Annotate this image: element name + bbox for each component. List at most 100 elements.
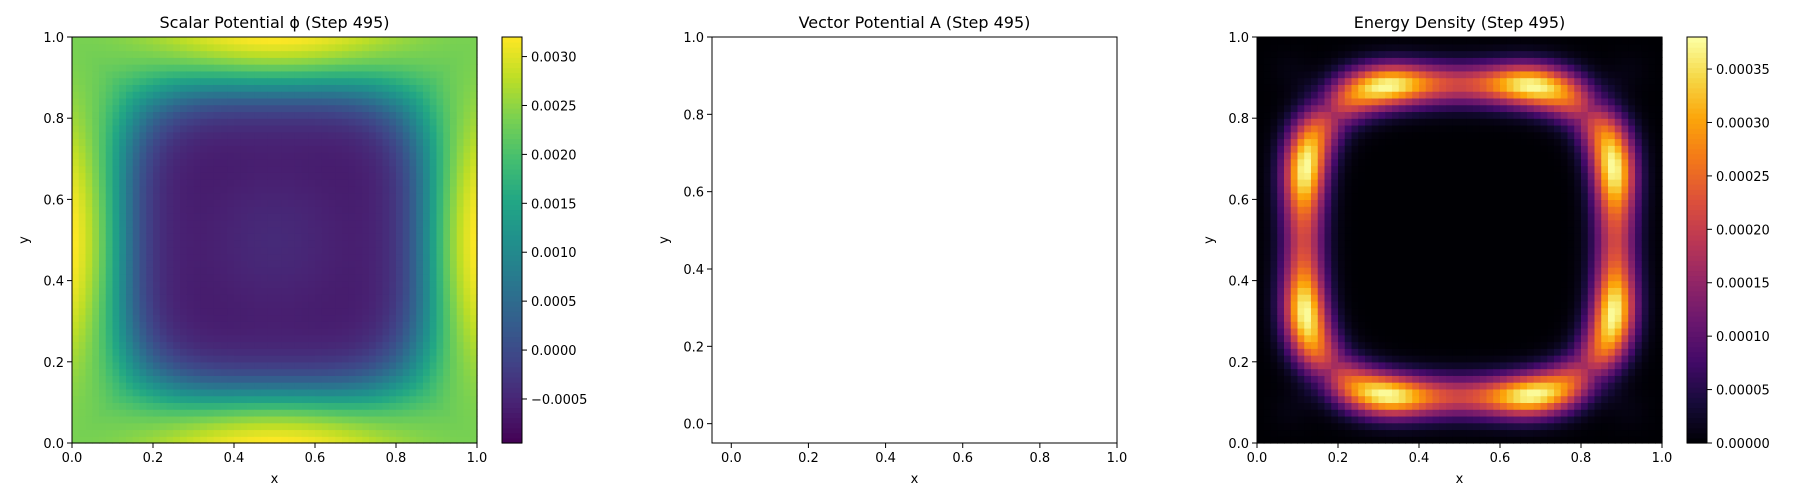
heatmap-cell [240,118,249,126]
heatmap-cell [328,77,336,85]
heatmap-cell [308,409,316,417]
heatmap-cell [1277,334,1285,343]
heatmap-cell [1385,415,1393,424]
heatmap-cell [1270,409,1278,417]
heatmap-cell [274,348,282,356]
heatmap-cell [1297,341,1305,349]
heatmap-cell [470,273,478,282]
heatmap-cell [369,287,377,295]
heatmap-cell [234,138,242,146]
heatmap-cell [186,382,195,390]
heatmap-cell [72,104,80,113]
heatmap-cell [416,152,424,160]
heatmap-cell [348,246,357,255]
heatmap-cell [328,84,336,92]
heatmap-cell [207,179,215,187]
heatmap-cell [470,145,478,153]
heatmap-cell [1270,179,1278,187]
heatmap-cell [396,192,404,200]
heatmap-cell [1331,348,1339,356]
heatmap-cell [470,185,478,194]
heatmap-cell [1371,395,1380,403]
heatmap-cell [301,50,309,58]
heatmap-cell [470,402,478,410]
heatmap-cell [153,131,161,140]
heatmap-cell [1290,341,1299,349]
heatmap-cell [450,267,458,275]
heatmap-cell [1290,185,1299,194]
heatmap-cell [200,199,208,207]
heatmap-cell [85,355,93,363]
heatmap-cell [1270,280,1278,288]
heatmap-cell [294,253,303,261]
heatmap-cell [166,348,174,356]
heatmap-cell [126,240,134,248]
heatmap-cell [342,327,350,336]
heatmap-cell [78,206,87,214]
heatmap-cell [402,280,411,288]
heatmap-cell [227,206,235,214]
colorbar-step [502,148,522,155]
heatmap-cell [261,172,269,180]
heatmap-cell [382,402,390,410]
heatmap-cell [207,300,215,309]
heatmap-cell [315,43,323,52]
heatmap-cell [443,327,451,336]
heatmap-cell [1331,97,1339,106]
heatmap-cell [1290,124,1299,133]
heatmap-cell [261,388,269,397]
heatmap-cell [99,185,107,194]
heatmap-cell [1277,388,1285,397]
heatmap-cell [1338,341,1346,349]
heatmap-cell [1344,77,1353,85]
heatmap-cell [402,267,411,275]
heatmap-cell [396,314,404,322]
heatmap-cell [456,355,465,363]
heatmap-cell [1385,226,1393,234]
heatmap-cell [234,111,242,119]
heatmap-cell [429,307,438,316]
heatmap-cell [180,388,188,397]
heatmap-cell [470,436,478,444]
heatmap-cell [254,111,262,119]
heatmap-cell [173,273,181,282]
heatmap-cell [193,273,201,282]
heatmap-cell [463,294,471,302]
heatmap-cell [315,50,323,58]
heatmap-cell [308,57,316,65]
heatmap-cell [281,321,289,329]
heatmap-cell [78,145,87,153]
heatmap-cell [294,57,303,65]
heatmap-cell [1392,267,1400,275]
heatmap-cell [274,179,282,187]
heatmap-cell [389,361,397,370]
heatmap-cell [396,300,404,309]
heatmap-cell [146,97,154,106]
heatmap-cell [470,368,478,376]
heatmap-cell [261,246,269,255]
heatmap-cell [315,138,323,146]
heatmap-cell [193,415,201,424]
heatmap-cell [1378,124,1386,133]
heatmap-cell [267,348,276,356]
heatmap-cell [99,267,107,275]
heatmap-cell [1263,152,1272,160]
heatmap-cell [261,84,269,92]
heatmap-cell [1344,91,1353,99]
heatmap-cell [321,91,330,99]
heatmap-cell [294,368,303,376]
heatmap-cell [1304,341,1312,349]
heatmap-cell [315,192,323,200]
heatmap-cell [166,355,174,363]
heatmap-cell [213,219,222,228]
heatmap-cell [78,192,87,200]
heatmap-cell [342,91,350,99]
heatmap-cell [308,415,316,424]
heatmap-cell [1311,124,1319,133]
heatmap-cell [1297,294,1305,302]
heatmap-cell [220,415,228,424]
heatmap-cell [1277,402,1285,410]
heatmap-cell [1257,409,1265,417]
heatmap-cell [416,355,424,363]
heatmap-cell [281,199,289,207]
